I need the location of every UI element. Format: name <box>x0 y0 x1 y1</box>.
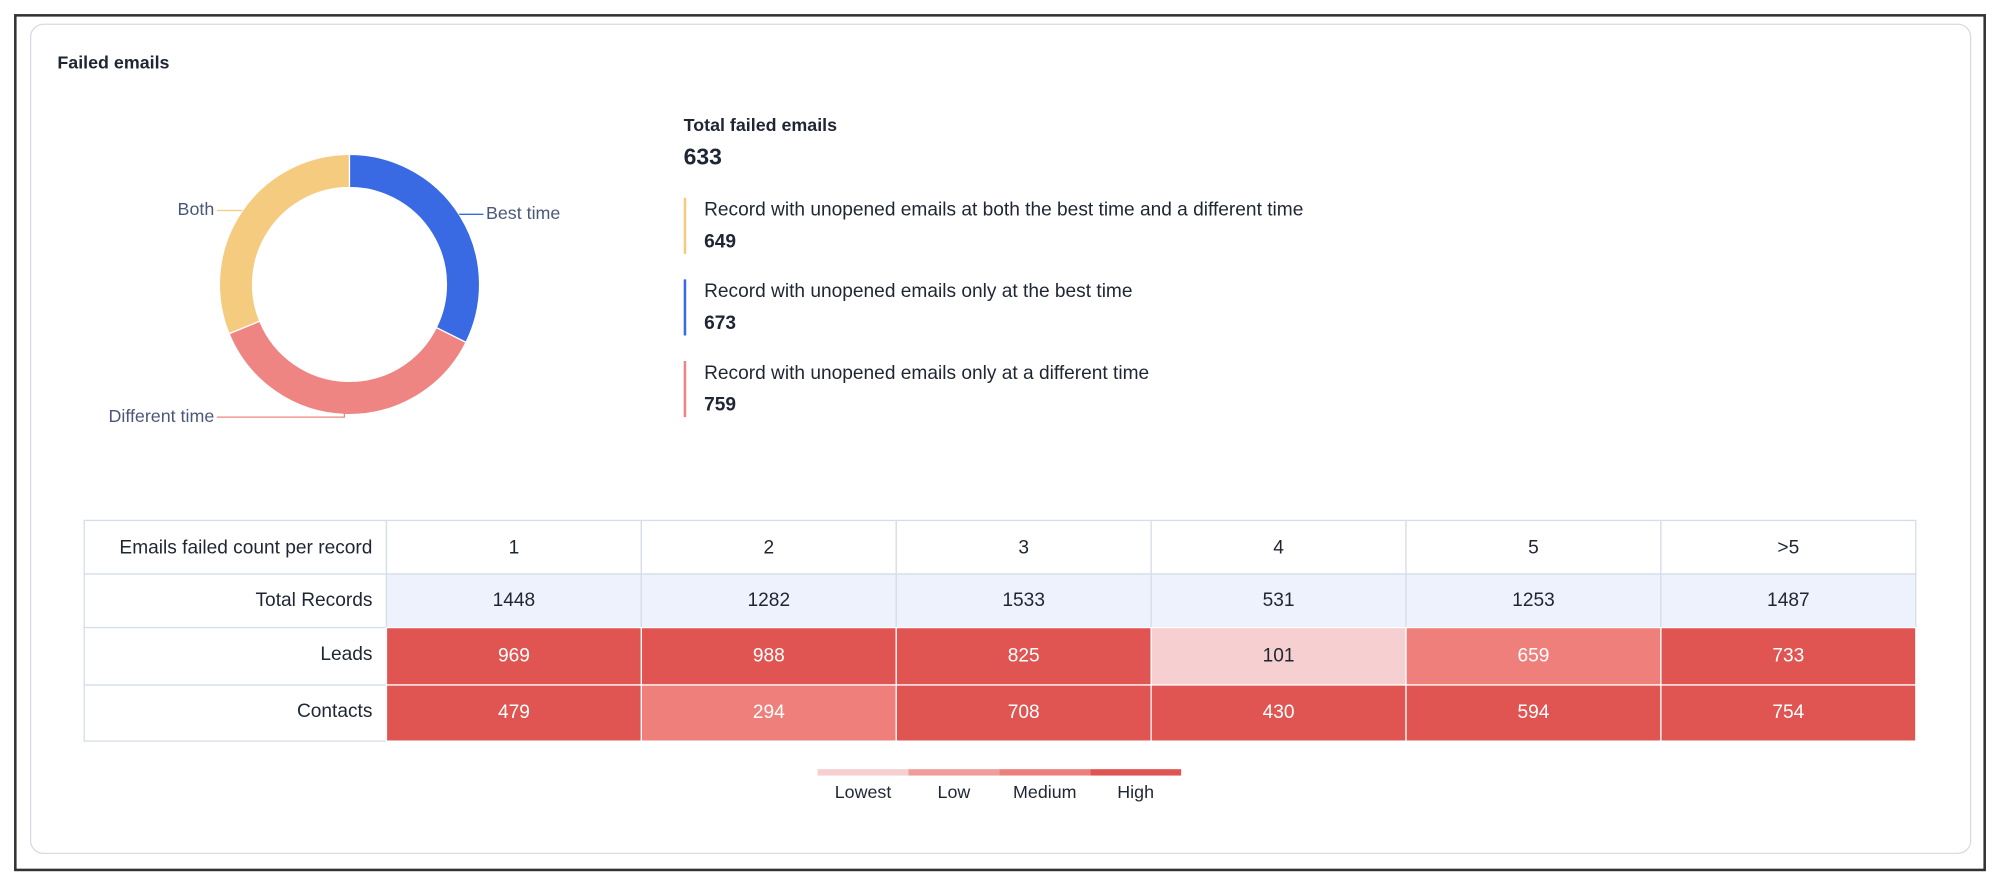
donut-label: Different time <box>108 406 214 426</box>
legend-swatch <box>908 769 1000 776</box>
cell-value: 531 <box>1263 590 1295 611</box>
total-label: Total failed emails <box>684 115 837 135</box>
table-cell <box>1405 519 1662 575</box>
legend-label: Medium <box>1013 782 1076 802</box>
cell-value: 430 <box>1263 702 1295 723</box>
table-cell <box>1660 519 1917 575</box>
cell-value: 754 <box>1772 702 1804 723</box>
item-description: Record with unopened emails at both the … <box>704 200 1303 221</box>
heat-cell <box>1405 626 1662 686</box>
heat-cell <box>1150 573 1407 629</box>
heat-cell <box>385 573 643 629</box>
donut-segment <box>228 320 467 416</box>
heat-cell <box>895 626 1152 686</box>
cell-value: 708 <box>1008 702 1040 723</box>
table-cell <box>895 519 1152 575</box>
cell-value: 1487 <box>1767 590 1810 611</box>
donut-label: Best time <box>486 203 560 223</box>
cell-value: 1253 <box>1512 590 1555 611</box>
heat-cell <box>640 684 897 742</box>
column-header: >5 <box>1777 538 1799 559</box>
table-cell <box>1150 519 1407 575</box>
item-value: 673 <box>704 313 736 334</box>
row-label: Leads <box>320 644 372 665</box>
cell-value: 1448 <box>493 590 536 611</box>
heat-cell <box>1150 684 1407 742</box>
legend-swatch <box>999 769 1091 776</box>
table-cell <box>83 626 388 686</box>
cell-value: 479 <box>498 702 530 723</box>
legend-label: Lowest <box>835 782 892 802</box>
table-header: Emails failed count per record <box>119 538 372 559</box>
column-header: 5 <box>1528 538 1539 559</box>
item-bar <box>683 197 687 254</box>
cell-value: 1533 <box>1002 590 1045 611</box>
row-label: Contacts <box>297 701 372 722</box>
legend-swatch <box>1090 769 1182 776</box>
heat-cell <box>640 626 897 686</box>
card-title: Failed emails <box>57 53 169 73</box>
item-description: Record with unopened emails only at the … <box>704 281 1132 302</box>
cell-value: 101 <box>1263 645 1295 666</box>
total-value: 633 <box>684 143 722 169</box>
cell-value: 988 <box>753 645 785 666</box>
cell-value: 825 <box>1008 645 1040 666</box>
legend-swatch <box>817 769 909 776</box>
column-header: 4 <box>1273 538 1284 559</box>
heat-cell <box>1660 573 1917 629</box>
column-header: 2 <box>763 538 774 559</box>
heat-cell <box>1150 626 1407 686</box>
item-bar <box>683 361 687 418</box>
table-cell <box>640 519 897 575</box>
item-value: 759 <box>704 395 736 416</box>
cell-value: 294 <box>753 702 785 723</box>
item-value: 649 <box>704 231 736 252</box>
legend-label: High <box>1117 782 1154 802</box>
heat-cell <box>640 573 897 629</box>
cell-value: 733 <box>1772 645 1804 666</box>
table-cell <box>83 684 388 742</box>
heat-cell <box>385 684 643 742</box>
table-cell <box>83 573 388 629</box>
row-label: Total Records <box>256 590 373 611</box>
legend-label: Low <box>938 782 971 802</box>
heat-cell <box>895 573 1152 629</box>
cell-value: 594 <box>1518 702 1550 723</box>
cell-value: 969 <box>498 645 530 666</box>
heat-cell <box>1660 626 1917 686</box>
heat-cell <box>895 684 1152 742</box>
column-header: 1 <box>509 538 520 559</box>
column-header: 3 <box>1018 538 1029 559</box>
heat-cell <box>1660 684 1917 742</box>
heat-cell <box>385 626 643 686</box>
cell-value: 1282 <box>748 590 791 611</box>
table-cell <box>83 519 388 575</box>
item-bar <box>683 279 687 336</box>
donut-label: Both <box>178 199 215 219</box>
heat-cell <box>1405 573 1662 629</box>
item-description: Record with unopened emails only at a di… <box>704 363 1149 384</box>
cell-value: 659 <box>1518 645 1550 666</box>
leader-line <box>216 410 346 418</box>
